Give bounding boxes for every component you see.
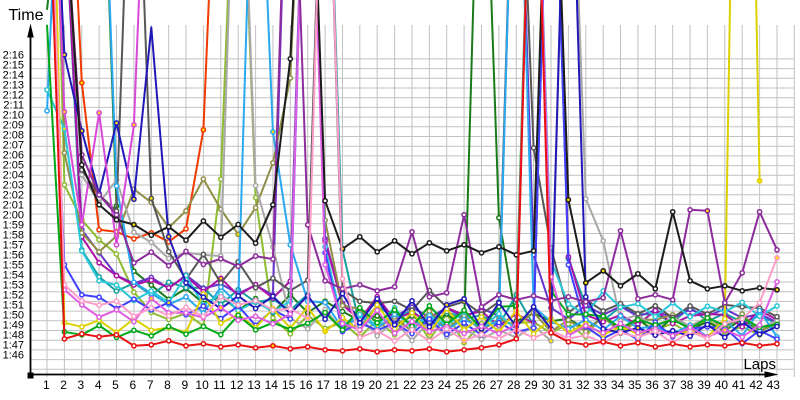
svg-text:2:03: 2:03 [3, 180, 24, 192]
svg-text:2:09: 2:09 [3, 120, 24, 132]
svg-text:1:47: 1:47 [3, 340, 24, 352]
svg-text:30: 30 [542, 378, 556, 392]
svg-text:1:55: 1:55 [3, 260, 24, 272]
svg-text:33: 33 [594, 378, 608, 392]
svg-text:2:07: 2:07 [3, 140, 24, 152]
svg-text:11: 11 [213, 378, 226, 392]
svg-text:22: 22 [403, 378, 417, 392]
svg-text:37: 37 [663, 378, 677, 392]
svg-text:2:08: 2:08 [3, 130, 24, 142]
svg-text:Laps: Laps [743, 356, 776, 373]
svg-text:24: 24 [438, 378, 452, 392]
svg-text:2:02: 2:02 [3, 190, 24, 202]
svg-text:2:01: 2:01 [3, 200, 24, 212]
svg-text:1:57: 1:57 [3, 240, 24, 252]
svg-text:28: 28 [507, 378, 521, 392]
svg-text:32: 32 [576, 378, 590, 392]
svg-text:42: 42 [749, 378, 763, 392]
svg-text:36: 36 [645, 378, 659, 392]
svg-text:6: 6 [129, 378, 136, 392]
svg-text:2:12: 2:12 [3, 90, 24, 102]
svg-text:1:59: 1:59 [3, 220, 24, 232]
svg-text:1: 1 [43, 378, 50, 392]
svg-text:43: 43 [767, 378, 781, 392]
svg-text:2:15: 2:15 [3, 60, 24, 72]
svg-text:1:51: 1:51 [3, 300, 24, 312]
svg-text:27: 27 [490, 378, 504, 392]
svg-text:7: 7 [147, 378, 154, 392]
svg-text:16: 16 [299, 378, 313, 392]
svg-text:34: 34 [611, 378, 625, 392]
svg-text:15: 15 [282, 378, 296, 392]
svg-text:26: 26 [472, 378, 486, 392]
svg-text:3: 3 [78, 378, 85, 392]
svg-text:1:54: 1:54 [3, 270, 24, 282]
svg-text:41: 41 [732, 378, 746, 392]
svg-text:5: 5 [112, 378, 119, 392]
svg-text:39: 39 [697, 378, 711, 392]
svg-text:2:04: 2:04 [3, 170, 24, 182]
svg-text:35: 35 [628, 378, 642, 392]
svg-text:20: 20 [369, 378, 383, 392]
svg-text:13: 13 [247, 378, 261, 392]
svg-text:2:14: 2:14 [3, 70, 24, 82]
svg-text:9: 9 [181, 378, 188, 392]
svg-text:2:10: 2:10 [3, 110, 24, 122]
svg-text:1:58: 1:58 [3, 230, 24, 242]
svg-text:10: 10 [195, 378, 209, 392]
svg-text:1:46: 1:46 [3, 350, 24, 362]
svg-text:31: 31 [559, 378, 573, 392]
svg-text:38: 38 [680, 378, 694, 392]
svg-text:2:06: 2:06 [3, 150, 24, 162]
svg-text:18: 18 [334, 378, 348, 392]
svg-text:2:11: 2:11 [3, 100, 24, 112]
svg-text:1:49: 1:49 [3, 320, 24, 332]
svg-text:2:00: 2:00 [3, 210, 24, 222]
svg-text:23: 23 [420, 378, 434, 392]
svg-text:21: 21 [386, 378, 400, 392]
svg-text:17: 17 [317, 378, 331, 392]
svg-text:19: 19 [351, 378, 365, 392]
svg-text:4: 4 [95, 378, 102, 392]
svg-text:2:16: 2:16 [3, 50, 24, 62]
svg-text:29: 29 [524, 378, 538, 392]
svg-text:2:13: 2:13 [3, 80, 24, 92]
svg-text:25: 25 [455, 378, 469, 392]
svg-text:1:56: 1:56 [3, 250, 24, 262]
svg-text:12: 12 [230, 378, 244, 392]
svg-text:2:05: 2:05 [3, 160, 24, 172]
svg-text:2: 2 [60, 378, 67, 392]
svg-text:1:50: 1:50 [3, 310, 24, 322]
svg-text:14: 14 [265, 378, 279, 392]
svg-text:Time: Time [9, 7, 44, 24]
svg-text:1:52: 1:52 [3, 290, 24, 302]
svg-text:8: 8 [164, 378, 171, 392]
svg-text:1:48: 1:48 [3, 330, 24, 342]
svg-text:1:53: 1:53 [3, 280, 24, 292]
svg-text:40: 40 [715, 378, 729, 392]
